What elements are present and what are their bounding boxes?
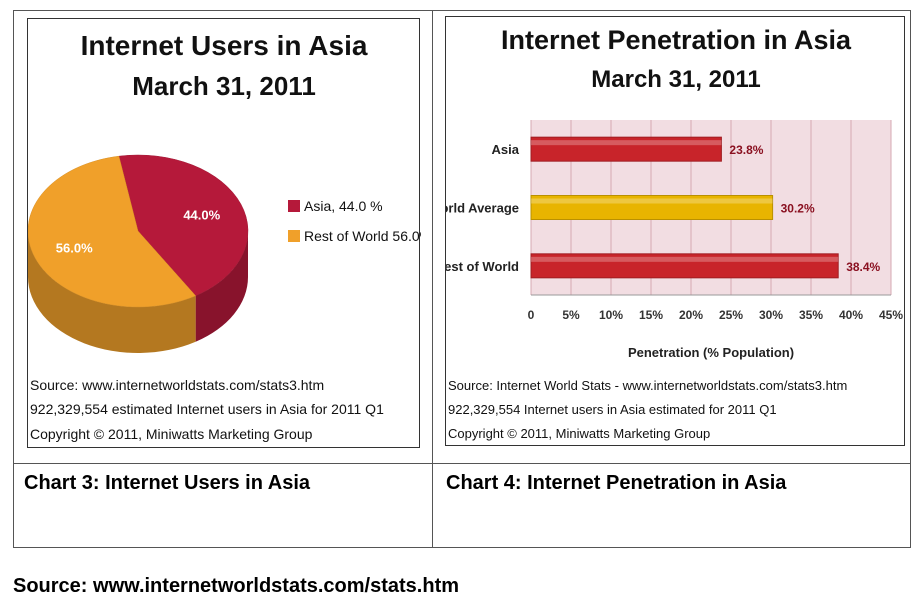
bar-highlight bbox=[531, 198, 773, 204]
pie-chart-title: Internet Users in Asia bbox=[81, 30, 368, 61]
legend-swatch-rest-of-world bbox=[288, 230, 300, 242]
pie-chart: Internet Users in Asia March 31, 2011 44… bbox=[28, 30, 421, 442]
x-tick-label: 15% bbox=[639, 308, 663, 322]
legend-label-asia: Asia, 44.0 % bbox=[304, 198, 383, 214]
bar-value-label: 30.2% bbox=[781, 202, 815, 216]
category-label: Asia bbox=[492, 142, 520, 157]
pie-source-line-2: 922,329,554 estimated Internet users in … bbox=[30, 401, 384, 417]
bar-world-average bbox=[530, 195, 774, 220]
legend-swatch-asia bbox=[288, 200, 300, 212]
pie-slice-side-0 bbox=[195, 231, 248, 342]
pie-slice-1 bbox=[28, 155, 197, 308]
x-tick-label: 10% bbox=[599, 308, 623, 322]
pie-slice-0 bbox=[118, 154, 249, 297]
x-tick-label: 35% bbox=[799, 308, 823, 322]
chart-4-caption: Chart 4: Internet Penetration in Asia bbox=[446, 472, 787, 494]
x-tick-label: 5% bbox=[562, 308, 580, 322]
pie-slices: 44.0% 56.0% bbox=[28, 154, 249, 353]
footer-source: Source: www.internetworldstats.com/stats… bbox=[13, 575, 460, 597]
pie-source-line-3: Copyright © 2011, Miniwatts Marketing Gr… bbox=[30, 426, 313, 442]
pie-chart-subtitle: March 31, 2011 bbox=[132, 71, 316, 101]
bar-rest-of-world bbox=[530, 253, 839, 279]
pie-source-block: Source: www.internetworldstats.com/stats… bbox=[30, 377, 384, 442]
bar-plot-area: 0 5% 10% 15% 20% 25% 30% 35% 40% 45% Asia 23.8% Worl… bbox=[446, 120, 903, 322]
bar-value-label: 23.8% bbox=[729, 143, 763, 157]
x-tick-label: 30% bbox=[759, 308, 783, 322]
bar-source-line-1: Source: Internet World Stats - www.inter… bbox=[448, 378, 847, 393]
pie-chart-panel: Internet Users in Asia March 31, 2011 44… bbox=[27, 18, 421, 448]
bar-asia bbox=[530, 136, 722, 162]
pie-source-line-1: Source: www.internetworldstats.com/stats… bbox=[30, 377, 324, 393]
bar-value-label: 38.4% bbox=[846, 260, 880, 274]
category-label: World Average bbox=[446, 201, 519, 216]
x-tick-label: 0 bbox=[528, 308, 535, 322]
pie-slice-side-1 bbox=[28, 231, 196, 353]
table-divider-vertical bbox=[432, 10, 433, 548]
x-tick-label: 25% bbox=[719, 308, 743, 322]
bar-chart: Internet Penetration in Asia March 31, 2… bbox=[446, 25, 903, 441]
bar-source-block: Source: Internet World Stats - www.inter… bbox=[448, 378, 847, 441]
table-divider-horizontal bbox=[13, 463, 911, 464]
x-tick-label: 45% bbox=[879, 308, 903, 322]
figure-table bbox=[13, 10, 911, 548]
x-tick-label: 20% bbox=[679, 308, 703, 322]
bar-highlight bbox=[531, 256, 839, 262]
bar-source-line-3: Copyright © 2011, Miniwatts Marketing Gr… bbox=[448, 426, 710, 441]
chart-3-caption: Chart 3: Internet Users in Asia bbox=[24, 472, 311, 494]
bar-chart-panel: Internet Penetration in Asia March 31, 2… bbox=[445, 16, 905, 446]
bar-highlight bbox=[531, 140, 722, 146]
bar-chart-xlabel: Penetration (% Population) bbox=[628, 345, 794, 360]
bar-chart-subtitle: March 31, 2011 bbox=[591, 66, 760, 93]
pie-legend: Asia, 44.0 % Rest of World 56.0% bbox=[288, 198, 421, 244]
legend-label-rest-of-world: Rest of World 56.0% bbox=[304, 228, 421, 244]
pie-slice-label-0: 44.0% bbox=[183, 207, 220, 222]
pie-slice-label-1: 56.0% bbox=[56, 241, 93, 256]
category-label: Rest of World bbox=[446, 259, 519, 274]
bar-source-line-2: 922,329,554 Internet users in Asia estim… bbox=[448, 402, 777, 417]
bar-chart-title: Internet Penetration in Asia bbox=[501, 25, 852, 55]
x-tick-label: 40% bbox=[839, 308, 863, 322]
